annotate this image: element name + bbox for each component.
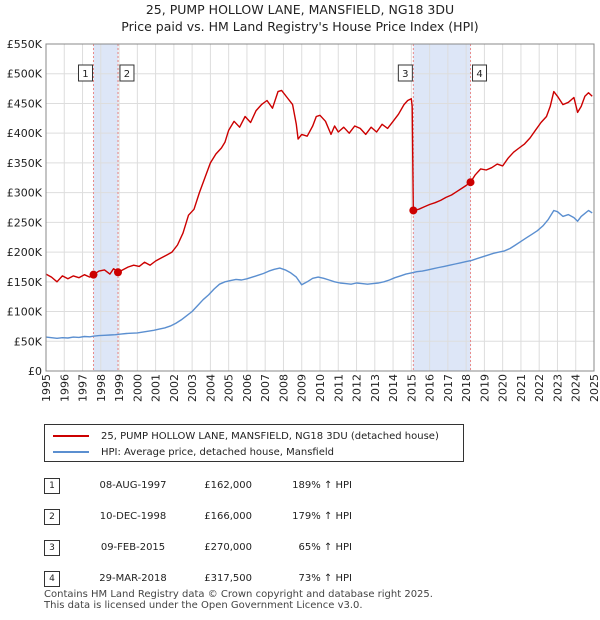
y-tick-label: £50K: [14, 335, 43, 348]
x-tick-label: 2001: [150, 374, 163, 402]
sale-price: £317,500: [204, 573, 252, 584]
x-tick-label: 2008: [277, 374, 290, 402]
sale-box-label-2: 2: [124, 69, 130, 80]
sale-date: 09-FEB-2015: [100, 542, 166, 553]
sale-price: £270,000: [204, 542, 252, 553]
table-row: 4 29-MAR-2018 £317,500 73% ↑ HPI: [44, 563, 352, 594]
footer-licence: This data is licensed under the Open Gov…: [44, 600, 363, 611]
x-tick-label: 2004: [204, 374, 217, 402]
y-tick-label: £0: [28, 365, 42, 378]
plot-area: £0 £50K £100K £150K £200K £250K £300K £350K £400…: [7, 38, 600, 402]
sale-number-cell: 3: [44, 532, 74, 563]
x-tick-label: 2010: [314, 374, 327, 402]
sales-table: 1 08-AUG-1997 £162,000 189% ↑ HPI 2 10-DEC-19…: [44, 470, 352, 594]
y-tick-label: £500K: [7, 68, 43, 81]
sale-number-badge: 2: [44, 508, 60, 525]
y-tick-label: £100K: [7, 306, 43, 319]
sale-band-1: [93, 44, 118, 371]
x-tick-label: 2016: [424, 374, 437, 402]
chart-subtitle: Price paid vs. HM Land Registry's House …: [121, 19, 478, 34]
y-tick-label: £300K: [7, 187, 43, 200]
sale-point-2: [113, 268, 122, 277]
legend-swatch-hpi: [53, 451, 89, 453]
sale-hpi-change: 179% ↑ HPI: [292, 511, 352, 522]
x-tick-label: 2015: [405, 374, 418, 402]
x-tick-label: 2013: [369, 374, 382, 402]
sale-point-4: [466, 178, 475, 187]
x-tick-label: 2003: [186, 374, 199, 402]
legend-label-property: 25, PUMP HOLLOW LANE, MANSFIELD, NG18 3D…: [101, 430, 439, 442]
x-tick-label: 2012: [351, 374, 364, 402]
sale-point-1: [89, 270, 98, 279]
x-tick-label: 2021: [515, 374, 528, 402]
sale-number-badge: 3: [44, 539, 60, 556]
y-tick-label: £400K: [7, 127, 43, 140]
y-tick-label: £350K: [7, 157, 43, 170]
y-tick-label: £200K: [7, 246, 43, 259]
y-tick-label: £450K: [7, 97, 43, 110]
y-tick-label: £150K: [7, 276, 43, 289]
x-tick-label: 2025: [588, 374, 600, 402]
y-tick-label: £550K: [7, 38, 43, 51]
sale-box-3: [397, 64, 413, 82]
table-row: 2 10-DEC-1998 £166,000 179% ↑ HPI: [44, 501, 352, 532]
x-tick-label: 2007: [259, 374, 272, 402]
chart-title: 25, PUMP HOLLOW LANE, MANSFIELD, NG18 3D…: [146, 2, 454, 17]
legend-swatch-property: [53, 435, 89, 437]
sale-number-badge: 4: [44, 570, 60, 587]
series-line-hpi: [45, 209, 593, 339]
sale-box-2: [119, 64, 135, 82]
sale-date: 10-DEC-1998: [99, 511, 167, 522]
sale-price: £166,000: [204, 511, 252, 522]
sale-box-4: [472, 64, 488, 82]
sale-date: 08-AUG-1997: [99, 480, 167, 491]
y-tick-label: £250K: [7, 216, 43, 229]
x-tick-label: 2009: [296, 374, 309, 402]
footer-copyright: Contains HM Land Registry data © Crown c…: [44, 589, 433, 600]
footer-notice: Contains HM Land Registry data © Crown c…: [44, 589, 433, 611]
chart-legend: 25, PUMP HOLLOW LANE, MANSFIELD, NG18 3D…: [44, 424, 464, 462]
x-tick-label: 2000: [131, 374, 144, 402]
x-tick-label: 2022: [533, 374, 546, 402]
sale-hpi-change: 65% ↑ HPI: [298, 542, 352, 553]
sale-box-label-3: 3: [402, 69, 408, 80]
x-tick-label: 2018: [460, 374, 473, 402]
x-tick-label: 2014: [387, 374, 400, 402]
x-tick-label: 2024: [570, 374, 583, 402]
plot-border: [45, 43, 595, 372]
x-tick-label: 1999: [113, 374, 126, 402]
x-tick-label: 1996: [58, 374, 71, 402]
table-row: 3 09-FEB-2015 £270,000 65% ↑ HPI: [44, 532, 352, 563]
legend-item-hpi: HPI: Average price, detached house, Mans…: [53, 444, 334, 460]
sale-hpi-change: 73% ↑ HPI: [298, 573, 352, 584]
x-tick-label: 2019: [478, 374, 491, 402]
sale-number-cell: 4: [44, 563, 74, 594]
sale-number-badge: 1: [44, 477, 60, 494]
x-tick-label: 2023: [551, 374, 564, 402]
sale-box-label-4: 4: [476, 69, 482, 80]
x-tick-label: 2020: [497, 374, 510, 402]
sale-number-cell: 2: [44, 501, 74, 532]
x-tick-label: 2006: [241, 374, 254, 402]
sale-number-cell: 1: [44, 470, 74, 501]
table-row: 1 08-AUG-1997 £162,000 189% ↑ HPI: [44, 470, 352, 501]
x-tick-label: 1997: [77, 374, 90, 402]
sale-price: £162,000: [204, 480, 252, 491]
sale-hpi-change: 189% ↑ HPI: [292, 480, 352, 491]
legend-item-property: 25, PUMP HOLLOW LANE, MANSFIELD, NG18 3D…: [53, 428, 439, 444]
legend-label-hpi: HPI: Average price, detached house, Mans…: [101, 446, 334, 458]
x-tick-label: 2017: [442, 374, 455, 402]
x-tick-label: 1998: [95, 374, 108, 402]
x-tick-label: 2002: [168, 374, 181, 402]
x-tick-label: 2011: [332, 374, 345, 402]
sale-point-3: [409, 206, 418, 215]
sale-date: 29-MAR-2018: [99, 573, 167, 584]
series-line-property: [45, 89, 593, 283]
price-chart: 25, PUMP HOLLOW LANE, MANSFIELD, NG18 3D…: [7, 2, 600, 402]
sale-box-1: [77, 64, 93, 82]
x-tick-label: 1995: [40, 374, 53, 402]
x-tick-label: 2005: [223, 374, 236, 402]
sale-box-label-1: 1: [82, 69, 88, 80]
